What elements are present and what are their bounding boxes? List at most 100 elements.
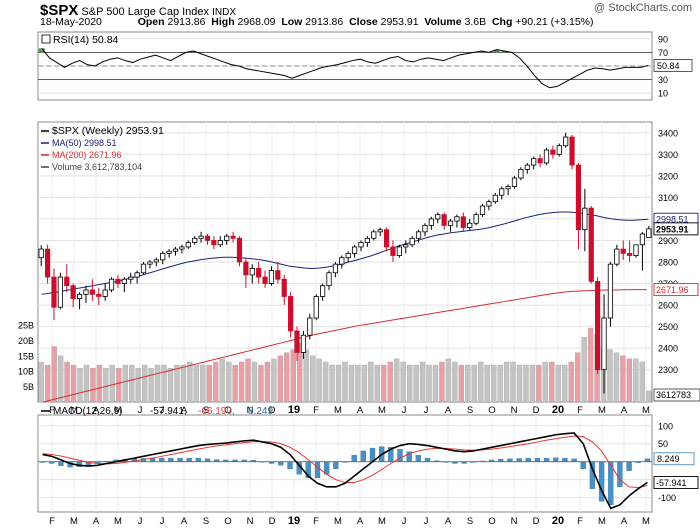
price-x-tick-label: O xyxy=(224,405,231,416)
candle-body xyxy=(447,220,454,226)
volume-bar xyxy=(51,346,57,403)
header-symbol-line: $SPX S&P 500 Large Cap Index INDX xyxy=(40,2,236,19)
candle-body xyxy=(364,237,370,244)
candle-body xyxy=(345,252,351,259)
macd-histogram-bar xyxy=(617,461,623,488)
volume-tick-label: 15B xyxy=(18,351,34,361)
candle-body xyxy=(160,252,166,261)
volume-bar xyxy=(368,361,374,403)
price-x-tick-label: S xyxy=(203,405,209,416)
candle-body xyxy=(377,229,383,233)
price-x-tick-label: M xyxy=(114,405,122,416)
macd-x-tick-label: 20 xyxy=(552,515,564,527)
candle-body xyxy=(505,186,511,190)
price-x-tick-label: J xyxy=(424,405,429,416)
macd-x-tick-label: J xyxy=(424,516,429,527)
price-x-tick-label: F xyxy=(49,405,55,416)
macd-x-tick-label: M xyxy=(378,516,386,527)
candle-body xyxy=(121,278,127,284)
close-label: Close xyxy=(349,16,378,28)
price-x-tick-label: A xyxy=(621,405,628,416)
price-x-tick-label: S xyxy=(467,405,473,416)
candle-body xyxy=(435,214,441,220)
high-value: 2968.09 xyxy=(237,16,276,28)
volume-value-tag xyxy=(653,388,700,402)
price-x-tick-label: A xyxy=(357,405,364,416)
macd-tick-label: -100 xyxy=(658,493,676,503)
rsi-line xyxy=(41,48,649,89)
volume-bar xyxy=(549,361,555,403)
candle-body xyxy=(422,224,428,233)
candle-body xyxy=(639,233,646,246)
index-name: S&P 500 Large Cap Index xyxy=(81,6,210,18)
price-x-tick-label: D xyxy=(269,405,276,416)
candle-body xyxy=(537,158,543,164)
macd-histogram-bar xyxy=(360,450,366,462)
macd-x-tick-label: A xyxy=(93,516,100,527)
volume-bar xyxy=(439,361,445,403)
price-x-tick-label: N xyxy=(511,405,518,416)
volume-bar xyxy=(206,364,212,403)
volume-tick-label: 5B xyxy=(23,382,34,392)
quote-date: 18-May-2020 xyxy=(40,16,102,28)
price-x-tick-label: M xyxy=(598,405,606,416)
macd-x-tick-label: N xyxy=(247,516,254,527)
volume-bar xyxy=(200,364,206,403)
macd-histogram-bar xyxy=(287,461,293,470)
volume-bar xyxy=(335,364,342,403)
candle-body xyxy=(236,237,243,263)
candle-body xyxy=(153,259,159,263)
volume-bar xyxy=(355,364,361,403)
macd-x-tick-label: 19 xyxy=(288,515,300,527)
rsi-legend-swatch xyxy=(41,34,51,44)
volume-bar xyxy=(639,361,645,403)
rsi-tick-label: 90 xyxy=(658,34,668,44)
macd-histogram-bar xyxy=(580,461,586,470)
volume-bar xyxy=(316,358,322,403)
volume-bar xyxy=(226,361,232,403)
volume-value: 3.6B xyxy=(464,16,487,28)
candle-body xyxy=(563,136,569,147)
volume-bar xyxy=(245,358,251,403)
volume-bar xyxy=(523,364,529,403)
candle-body xyxy=(479,205,486,216)
volume-tick-label: 25B xyxy=(18,321,34,331)
candle-body xyxy=(140,263,147,274)
candle-body xyxy=(627,252,633,256)
volume-bar xyxy=(161,364,167,403)
volume-bar xyxy=(141,364,148,403)
candle-body xyxy=(543,149,550,164)
candle-body xyxy=(492,194,498,203)
volume-bar xyxy=(626,358,633,403)
macd-x-tick-label: D xyxy=(533,516,540,527)
volume-bar xyxy=(297,343,303,403)
candle-body xyxy=(332,263,339,274)
macd-x-tick-label: J xyxy=(138,516,143,527)
volume-bar xyxy=(187,361,193,403)
volume-bar xyxy=(361,364,368,403)
candle-body xyxy=(460,216,466,228)
open-value: 2913.86 xyxy=(167,16,206,28)
close-value-tag xyxy=(653,222,699,236)
price-x-tick-label: J xyxy=(160,405,165,416)
candle-body xyxy=(646,228,652,238)
candle-body xyxy=(467,222,473,228)
macd-x-tick-label: D xyxy=(269,516,276,527)
macd-histogram-bar xyxy=(333,461,339,470)
rsi-value-tag xyxy=(653,59,693,72)
price-legend: $SPX (Weekly) 2953.91 xyxy=(52,125,164,137)
macd-x-tick-label: A xyxy=(445,516,452,527)
candle-body xyxy=(614,248,620,265)
volume-bar xyxy=(646,390,652,403)
candle-body xyxy=(230,235,236,239)
macd-histogram-bar xyxy=(534,457,541,462)
volume-bar xyxy=(271,358,277,403)
candle-body xyxy=(396,246,402,256)
rsi-overbought-fill xyxy=(501,51,508,53)
macd-x-tick-label: A xyxy=(621,516,628,527)
low-value: 2913.86 xyxy=(305,16,344,28)
candle-body xyxy=(51,276,57,308)
candle-body xyxy=(499,188,505,196)
